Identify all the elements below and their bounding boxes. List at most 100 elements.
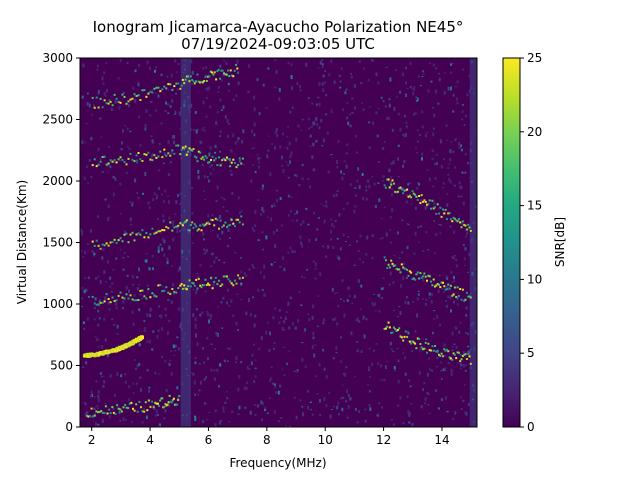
noise-speck bbox=[130, 224, 133, 226]
noise-speck bbox=[227, 227, 230, 229]
noise-speck bbox=[442, 182, 445, 185]
echo-point bbox=[219, 77, 222, 80]
noise-speck bbox=[95, 422, 97, 426]
echo-point bbox=[189, 148, 192, 151]
echo-point bbox=[448, 356, 451, 359]
noise-speck bbox=[407, 224, 410, 226]
noise-speck bbox=[202, 347, 204, 350]
noise-speck bbox=[319, 61, 322, 65]
x-tick-label: 4 bbox=[146, 433, 154, 447]
echo-point bbox=[216, 283, 219, 286]
echo-point bbox=[120, 410, 123, 413]
noise-speck bbox=[345, 366, 348, 369]
noise-speck bbox=[222, 297, 225, 300]
echo-point bbox=[224, 73, 227, 76]
noise-speck bbox=[298, 184, 301, 187]
echo-point bbox=[149, 158, 152, 161]
noise-speck bbox=[274, 131, 277, 135]
noise-speck bbox=[172, 220, 175, 224]
noise-speck bbox=[381, 236, 384, 239]
noise-speck bbox=[110, 107, 113, 111]
echo-point bbox=[127, 100, 130, 103]
echo-point bbox=[175, 82, 178, 85]
echo-point bbox=[131, 298, 134, 301]
noise-speck bbox=[100, 376, 103, 378]
noise-speck bbox=[236, 59, 239, 61]
noise-speck bbox=[413, 112, 416, 116]
echo-point bbox=[138, 400, 141, 403]
echo-point bbox=[161, 88, 164, 91]
noise-speck bbox=[314, 375, 317, 378]
noise-speck bbox=[152, 330, 155, 333]
echo-point bbox=[442, 281, 444, 284]
noise-speck bbox=[287, 126, 290, 128]
noise-speck bbox=[192, 313, 195, 318]
echo-point bbox=[408, 194, 411, 197]
noise-speck bbox=[380, 379, 383, 381]
echo-point bbox=[412, 341, 415, 344]
echo-point bbox=[93, 302, 96, 305]
noise-speck bbox=[278, 87, 281, 92]
noise-speck bbox=[358, 60, 361, 63]
echo-point bbox=[169, 221, 172, 224]
noise-speck bbox=[451, 331, 454, 336]
y-tick-label: 500 bbox=[50, 359, 73, 373]
noise-speck bbox=[336, 160, 338, 164]
noise-speck bbox=[257, 199, 260, 201]
noise-speck bbox=[203, 130, 206, 132]
noise-speck bbox=[283, 320, 286, 324]
noise-speck bbox=[163, 152, 166, 156]
echo-point bbox=[391, 262, 394, 265]
noise-speck bbox=[152, 142, 155, 144]
echo-point bbox=[422, 348, 425, 351]
noise-speck bbox=[237, 387, 240, 392]
echo-point bbox=[109, 159, 112, 162]
noise-speck bbox=[319, 414, 322, 416]
noise-speck bbox=[366, 384, 369, 386]
noise-speck bbox=[139, 144, 142, 147]
noise-speck bbox=[326, 131, 329, 135]
noise-speck bbox=[311, 315, 314, 320]
noise-speck bbox=[309, 145, 312, 147]
noise-speck bbox=[398, 257, 401, 259]
noise-speck bbox=[167, 173, 170, 176]
noise-speck bbox=[211, 214, 214, 217]
noise-speck bbox=[278, 321, 281, 325]
noise-speck bbox=[216, 234, 219, 238]
echo-point bbox=[192, 226, 195, 229]
echo-point bbox=[165, 286, 168, 289]
noise-speck bbox=[151, 254, 154, 258]
noise-speck bbox=[167, 103, 170, 106]
noise-speck bbox=[315, 117, 318, 121]
noise-speck bbox=[328, 73, 331, 76]
noise-speck bbox=[102, 385, 105, 388]
noise-speck bbox=[429, 62, 432, 64]
noise-speck bbox=[336, 190, 339, 192]
noise-speck bbox=[378, 294, 381, 298]
noise-speck bbox=[419, 85, 422, 87]
echo-point bbox=[179, 222, 182, 225]
noise-speck bbox=[157, 249, 160, 253]
noise-speck bbox=[340, 396, 343, 400]
noise-speck bbox=[203, 175, 206, 179]
noise-speck bbox=[378, 198, 381, 202]
echo-point bbox=[163, 405, 166, 408]
echo-point bbox=[460, 358, 463, 361]
echo-point bbox=[411, 190, 414, 193]
noise-speck bbox=[235, 361, 237, 363]
noise-speck bbox=[101, 76, 104, 81]
echo-point bbox=[408, 340, 411, 343]
noise-speck bbox=[360, 350, 363, 353]
echo-point bbox=[394, 264, 397, 267]
noise-speck bbox=[373, 302, 376, 306]
echo-point bbox=[387, 263, 390, 266]
noise-speck bbox=[335, 292, 338, 294]
noise-speck bbox=[97, 215, 99, 218]
echo-point bbox=[422, 275, 425, 278]
noise-speck bbox=[287, 176, 290, 179]
noise-speck bbox=[111, 291, 114, 293]
echo-point bbox=[402, 266, 405, 269]
echo-point bbox=[232, 75, 235, 78]
noise-speck bbox=[283, 328, 286, 331]
noise-speck bbox=[234, 251, 237, 254]
